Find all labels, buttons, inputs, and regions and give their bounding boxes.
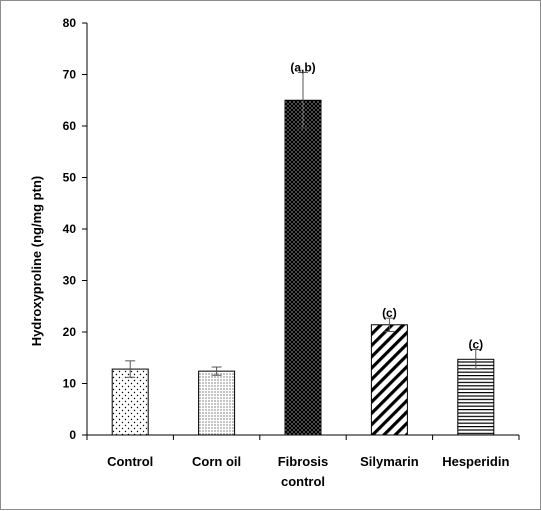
y-tick-label: 50 bbox=[63, 171, 77, 185]
x-category-label: control bbox=[281, 474, 325, 489]
y-tick-label: 0 bbox=[69, 428, 76, 442]
x-category-label: Control bbox=[107, 454, 153, 469]
x-category-label: Silymarin bbox=[360, 454, 419, 469]
significance-label: (c) bbox=[468, 338, 483, 352]
y-tick-label: 60 bbox=[63, 119, 77, 133]
x-category-label: Hesperidin bbox=[442, 454, 509, 469]
bar bbox=[198, 370, 236, 436]
x-category-label: Fibrosis bbox=[278, 454, 329, 469]
y-axis: 0 10 20 30 40 50 60 70 80 bbox=[63, 16, 88, 442]
bars: (a,b) (c) (c) bbox=[111, 60, 495, 436]
bar bbox=[111, 368, 149, 436]
bar bbox=[284, 99, 322, 436]
y-tick-label: 80 bbox=[63, 16, 77, 30]
bar bbox=[457, 358, 495, 436]
y-tick-label: 10 bbox=[63, 377, 77, 391]
significance-label: (c) bbox=[382, 306, 397, 320]
x-axis bbox=[86, 434, 520, 440]
significance-label: (a,b) bbox=[290, 60, 315, 74]
y-tick-label: 20 bbox=[63, 325, 77, 339]
y-tick-label: 40 bbox=[63, 222, 77, 236]
category-labels: Control Corn oil Fibrosis control Silymarin H… bbox=[107, 454, 509, 489]
bar bbox=[370, 324, 408, 436]
y-tick-label: 30 bbox=[63, 274, 77, 288]
x-category-label: Corn oil bbox=[192, 454, 241, 469]
y-tick-label: 70 bbox=[63, 68, 77, 82]
y-axis-title: Hydroxyproline (ng/mg ptn) bbox=[29, 176, 44, 346]
